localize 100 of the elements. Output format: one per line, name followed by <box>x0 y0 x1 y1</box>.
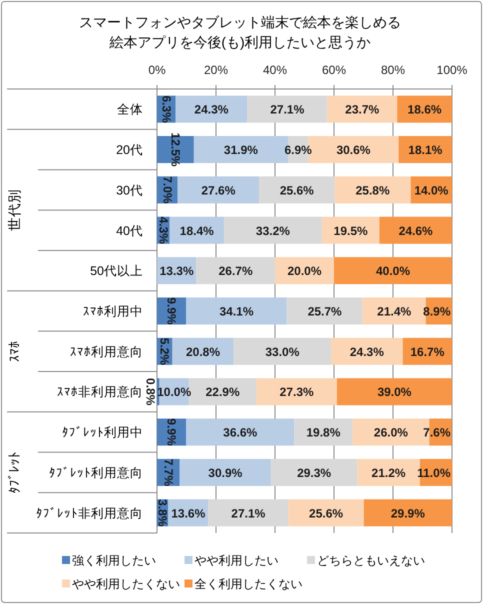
data-label: 11.0% <box>417 466 451 480</box>
bar <box>176 96 248 123</box>
data-label: 36.6% <box>223 426 258 440</box>
text: ﾀﾌﾞﾚｯﾄ <box>7 451 22 494</box>
data-label: 27.1% <box>231 506 266 520</box>
bar <box>327 96 398 123</box>
bar <box>334 176 411 204</box>
y-tick-label: ｽﾏﾎ非利用意向 <box>57 385 143 400</box>
data-label: 9.9% <box>164 297 179 325</box>
data-label: 7.7% <box>161 458 176 486</box>
text: ｽﾏﾎ <box>7 340 22 362</box>
bar <box>364 499 452 526</box>
bar <box>208 499 288 526</box>
data-label: 16.7% <box>410 344 445 359</box>
data-label: 25.6% <box>280 183 314 198</box>
y-tick-label: 50代以上 <box>90 264 143 278</box>
y-tick-label: ﾀﾌﾞﾚｯﾄ非利用意向 <box>36 506 143 520</box>
data-label: 31.9% <box>224 143 258 158</box>
bar <box>288 499 364 526</box>
data-label: 27.6% <box>201 183 236 198</box>
data-label: 20.8% <box>186 344 220 359</box>
data-label: 29.9% <box>390 506 426 520</box>
x-tick-label: 20% <box>204 63 228 77</box>
data-label: 6.9% <box>284 143 312 158</box>
legend-label: 強く利用したい <box>72 554 156 568</box>
bar <box>379 216 452 244</box>
data-label: 26.0% <box>374 426 408 440</box>
bar <box>336 378 452 406</box>
data-label: 25.8% <box>356 183 390 198</box>
y-tick-label: 40代 <box>116 224 143 238</box>
data-label: 20.0% <box>287 264 322 278</box>
data-label: 5.2% <box>158 338 172 366</box>
data-label: 30.6% <box>336 143 371 158</box>
data-label: 24.3% <box>350 344 384 359</box>
y-tick-label: ｽﾏﾎ利用意向 <box>70 344 143 359</box>
data-label: 39.0% <box>377 385 412 400</box>
data-label: 13.6% <box>171 506 206 520</box>
x-tick-label: 100% <box>436 63 468 77</box>
data-label: 26.7% <box>218 264 253 278</box>
data-label: 14.0% <box>414 183 449 198</box>
data-label: 30.9% <box>208 466 243 480</box>
data-label: 40.0% <box>376 264 410 278</box>
bar <box>331 338 403 365</box>
bar <box>286 297 363 325</box>
bar <box>234 338 332 365</box>
data-label: 19.8% <box>306 426 341 440</box>
y-tick-label: 全体 <box>117 102 143 117</box>
legend-label: 全く利用したくない <box>194 577 302 591</box>
bar <box>270 458 358 486</box>
data-label: 24.3% <box>194 102 229 117</box>
legend-label: やや利用したくない <box>72 577 180 591</box>
bar <box>186 418 294 446</box>
data-label: 4.3% <box>156 216 170 244</box>
data-label: 29.3% <box>297 466 332 480</box>
x-tick-label: 60% <box>322 63 346 77</box>
data-label: 12.5% <box>168 132 182 167</box>
data-label: 6.3% <box>159 96 174 124</box>
bar <box>180 458 271 486</box>
bar <box>259 176 335 204</box>
data-label: 8.9% <box>423 304 451 318</box>
data-label: 25.6% <box>309 506 344 520</box>
data-label: 27.3% <box>280 385 314 400</box>
data-label: 7.0% <box>160 176 174 204</box>
data-label: 10.0% <box>157 385 192 400</box>
data-label: 22.9% <box>206 385 240 400</box>
data-label: 7.6% <box>423 426 451 440</box>
data-label: 23.7% <box>345 102 380 117</box>
data-label: 21.2% <box>372 466 406 480</box>
y-tick-label: 20代 <box>116 143 143 158</box>
bar <box>186 297 287 325</box>
bar <box>196 257 275 284</box>
data-label: 3.8% <box>156 499 170 527</box>
chart-title: スマートフォンやタブレット端末で絵本を楽しめる絵本アプリを今後(も)利用したいと思うか <box>79 14 401 50</box>
y-tick-label: ﾀﾌﾞﾚｯﾄ利用中 <box>62 426 143 440</box>
bar <box>224 216 322 244</box>
data-label: 13.3% <box>160 264 194 278</box>
x-tick-label: 80% <box>380 63 406 77</box>
y-tick-label: ﾀﾌﾞﾚｯﾄ利用意向 <box>49 466 143 480</box>
data-label: 27.1% <box>270 102 305 117</box>
bar <box>334 257 452 284</box>
y-tick-label: ｽﾏﾎ利用中 <box>83 304 143 318</box>
data-label: 18.4% <box>180 224 214 238</box>
data-label: 33.2% <box>256 224 290 238</box>
bar <box>256 378 337 406</box>
legend-label: どちらともいえない <box>317 554 425 568</box>
data-label: 18.1% <box>408 143 443 158</box>
data-label: 34.1% <box>219 304 254 318</box>
y-tick-label: 30代 <box>116 183 143 198</box>
data-label: 19.5% <box>334 224 368 238</box>
x-tick-label: 40% <box>262 63 288 77</box>
legend-label: やや利用したい <box>194 554 278 568</box>
data-label: 9.9% <box>164 418 179 446</box>
x-tick-label: 0% <box>148 63 166 77</box>
data-label: 18.6% <box>408 102 442 117</box>
bar <box>178 176 260 204</box>
data-label: 25.7% <box>308 304 342 318</box>
data-label: 0.8% <box>144 378 158 406</box>
text: 世代別 <box>7 189 22 232</box>
data-label: 33.0% <box>265 344 300 359</box>
data-label: 24.6% <box>398 224 434 238</box>
